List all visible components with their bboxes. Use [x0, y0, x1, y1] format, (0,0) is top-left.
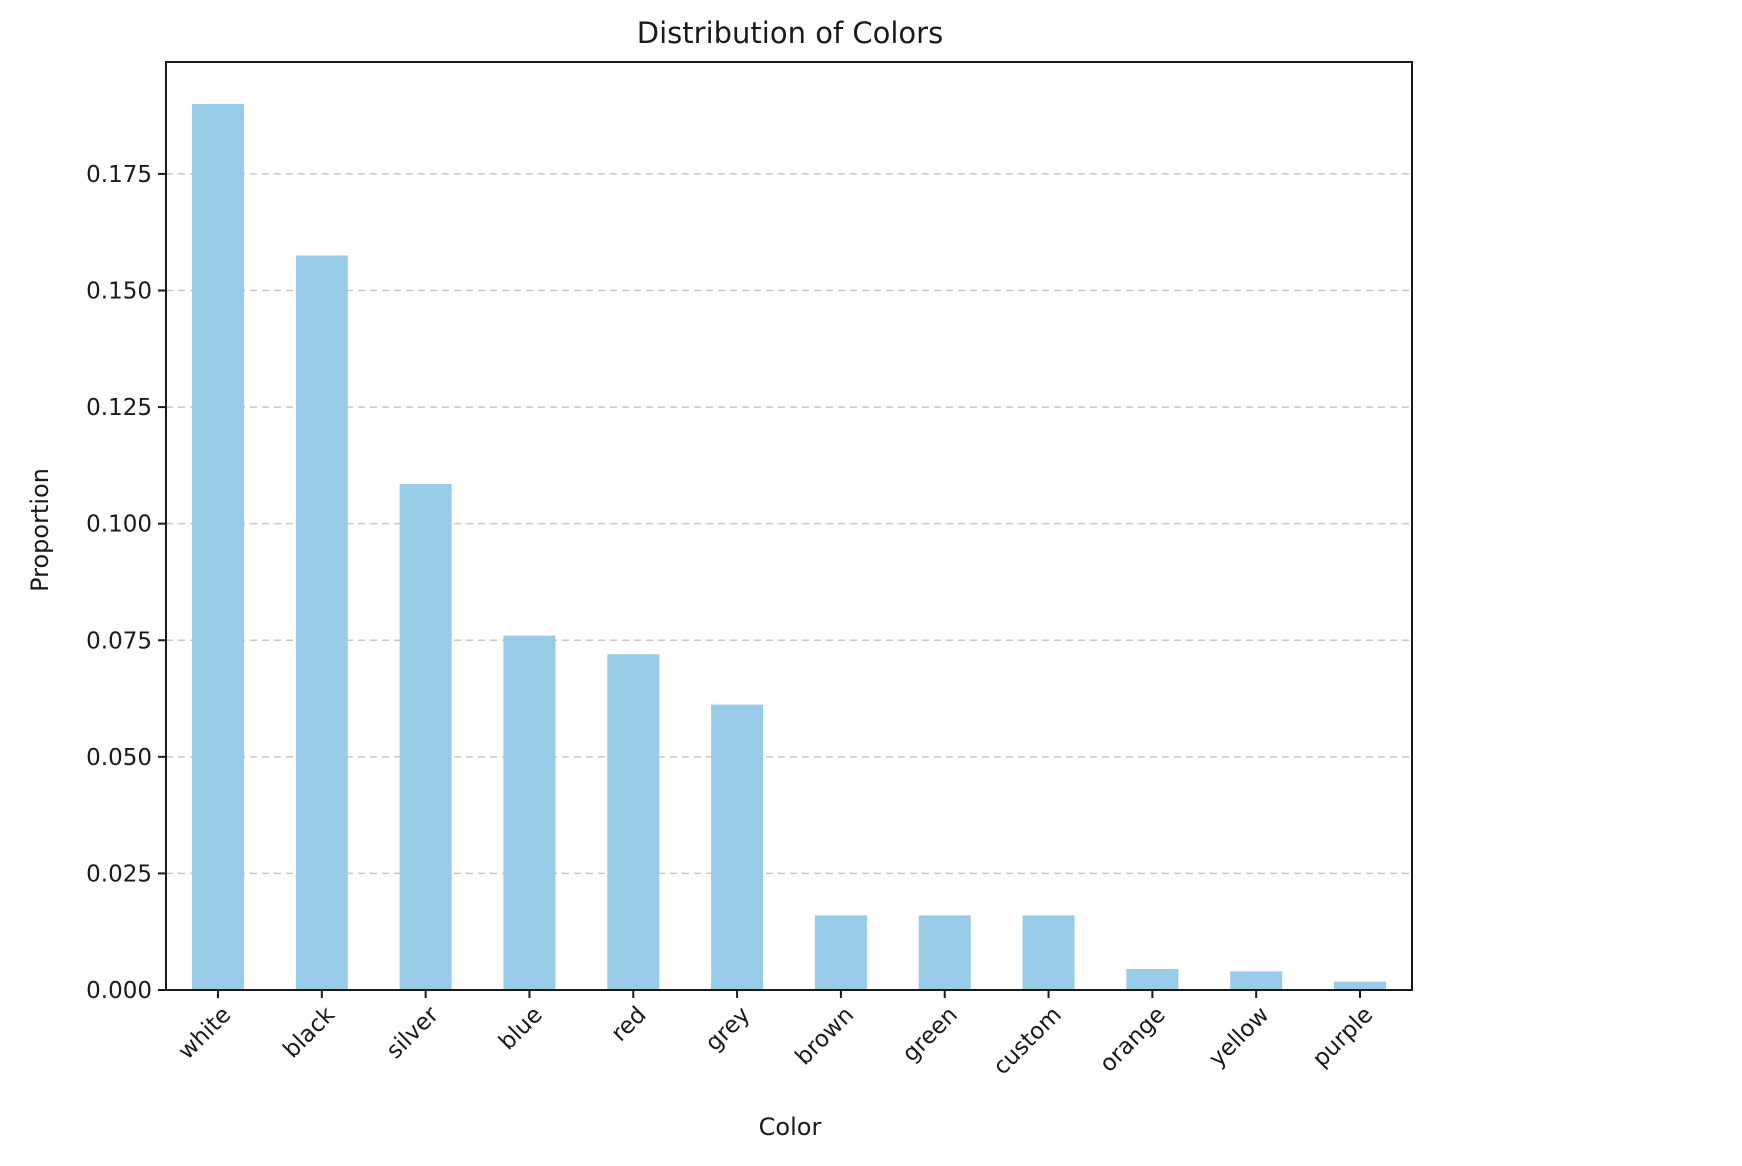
bar-brown: [814, 915, 867, 990]
y-axis-ticks: 0.000 0.025 0.050 0.075 0.100 0.125 0.150 0.175: [86, 162, 166, 1004]
bar-purple: [1334, 981, 1386, 990]
x-tick-label-purple: purple: [1308, 1002, 1379, 1073]
bar-silver: [399, 484, 452, 990]
x-tick-label-orange: orange: [1095, 1002, 1171, 1078]
x-tick-label-grey: grey: [701, 1002, 756, 1057]
bars: [192, 103, 1386, 990]
bar-grey: [711, 704, 764, 990]
bar-white: [192, 103, 244, 990]
x-tick-label-red: red: [606, 1002, 651, 1047]
plot-frame: [165, 61, 1413, 991]
bar-orange: [1126, 969, 1179, 990]
x-tick-label-brown: brown: [791, 1002, 860, 1071]
y-tick-label: 0.150: [86, 279, 152, 305]
x-tick-label-white: white: [173, 1002, 236, 1065]
y-axis-label: Proportion: [26, 468, 54, 592]
bar-custom: [1022, 915, 1075, 990]
x-tick-label-black: black: [278, 1001, 340, 1063]
x-tick-label-green: green: [898, 1002, 963, 1067]
y-tick-label: 0.025: [86, 861, 152, 887]
y-tick-label: 0.000: [86, 978, 152, 1004]
x-tick-label-silver: silver: [382, 1001, 445, 1064]
y-tick-label: 0.075: [86, 628, 152, 654]
bar-yellow: [1230, 971, 1283, 990]
y-tick-label: 0.175: [86, 162, 152, 188]
x-axis-label: Color: [759, 1113, 822, 1141]
chart-title: Distribution of Colors: [637, 16, 943, 50]
y-tick-label: 0.125: [86, 395, 152, 421]
grid-lines: [166, 173, 1412, 875]
bar-black: [295, 255, 348, 990]
x-tick-label-yellow: yellow: [1204, 1002, 1274, 1072]
y-tick-label: 0.100: [86, 512, 152, 538]
bar-green: [918, 915, 971, 990]
x-tick-label-blue: blue: [494, 1002, 548, 1056]
bar-red: [607, 654, 660, 990]
y-tick-label: 0.050: [86, 745, 152, 771]
x-axis-ticks: white black silver blue red grey brown green cus…: [173, 990, 1378, 1080]
x-tick-label-custom: custom: [989, 1002, 1067, 1080]
bar-blue: [503, 635, 556, 990]
